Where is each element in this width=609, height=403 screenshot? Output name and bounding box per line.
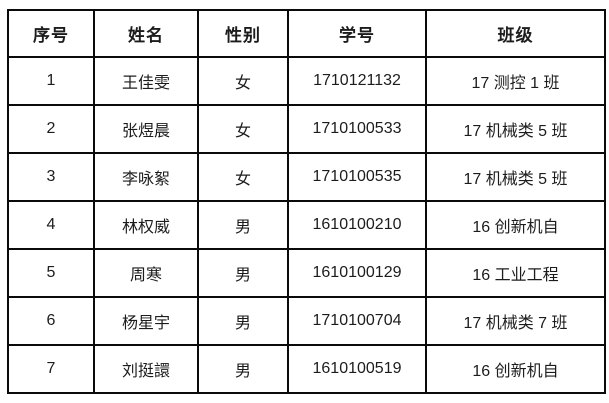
- cell-student-id: 1710100533: [287, 104, 427, 154]
- cell-gender: 女: [197, 104, 289, 154]
- column-header-gender: 性别: [197, 9, 289, 58]
- cell-gender: 男: [197, 296, 289, 346]
- student-roster-table: 序号 姓名 性别 学号 班级 1 王佳雯 女 1710121132 17 测控 …: [7, 9, 606, 394]
- table-body: 1 王佳雯 女 1710121132 17 测控 1 班 2 张煜晨 女 171…: [7, 56, 606, 394]
- cell-index: 2: [7, 104, 95, 154]
- table-header: 序号 姓名 性别 学号 班级: [7, 9, 606, 58]
- cell-name: 李咏絮: [93, 152, 199, 202]
- cell-index: 1: [7, 56, 95, 106]
- cell-class: 17 机械类 5 班: [425, 104, 606, 154]
- cell-class: 17 机械类 5 班: [425, 152, 606, 202]
- cell-student-id: 1710100704: [287, 296, 427, 346]
- cell-name: 周寒: [93, 248, 199, 298]
- cell-student-id: 1710121132: [287, 56, 427, 106]
- cell-name: 张煜晨: [93, 104, 199, 154]
- table-row: 6 杨星宇 男 1710100704 17 机械类 7 班: [7, 296, 606, 346]
- cell-index: 3: [7, 152, 95, 202]
- cell-index: 4: [7, 200, 95, 250]
- cell-name: 王佳雯: [93, 56, 199, 106]
- cell-student-id: 1610100129: [287, 248, 427, 298]
- cell-gender: 男: [197, 200, 289, 250]
- cell-class: 17 测控 1 班: [425, 56, 606, 106]
- cell-name: 杨星宇: [93, 296, 199, 346]
- cell-index: 5: [7, 248, 95, 298]
- table-row: 5 周寒 男 1610100129 16 工业工程: [7, 248, 606, 298]
- table-row: 4 林权威 男 1610100210 16 创新机自: [7, 200, 606, 250]
- table-row: 1 王佳雯 女 1710121132 17 测控 1 班: [7, 56, 606, 106]
- column-header-index: 序号: [7, 9, 95, 58]
- cell-index: 7: [7, 344, 95, 394]
- column-header-student-id: 学号: [287, 9, 427, 58]
- cell-gender: 女: [197, 56, 289, 106]
- cell-student-id: 1610100210: [287, 200, 427, 250]
- column-header-class: 班级: [425, 9, 606, 58]
- cell-index: 6: [7, 296, 95, 346]
- column-header-name: 姓名: [93, 9, 199, 58]
- cell-class: 16 创新机自: [425, 200, 606, 250]
- cell-name: 刘挺譞: [93, 344, 199, 394]
- cell-gender: 男: [197, 344, 289, 394]
- cell-student-id: 1610100519: [287, 344, 427, 394]
- table-row: 2 张煜晨 女 1710100533 17 机械类 5 班: [7, 104, 606, 154]
- table-row: 7 刘挺譞 男 1610100519 16 创新机自: [7, 344, 606, 394]
- cell-class: 17 机械类 7 班: [425, 296, 606, 346]
- cell-class: 16 创新机自: [425, 344, 606, 394]
- cell-gender: 男: [197, 248, 289, 298]
- cell-gender: 女: [197, 152, 289, 202]
- cell-name: 林权威: [93, 200, 199, 250]
- cell-class: 16 工业工程: [425, 248, 606, 298]
- header-row: 序号 姓名 性别 学号 班级: [7, 9, 606, 58]
- cell-student-id: 1710100535: [287, 152, 427, 202]
- table-row: 3 李咏絮 女 1710100535 17 机械类 5 班: [7, 152, 606, 202]
